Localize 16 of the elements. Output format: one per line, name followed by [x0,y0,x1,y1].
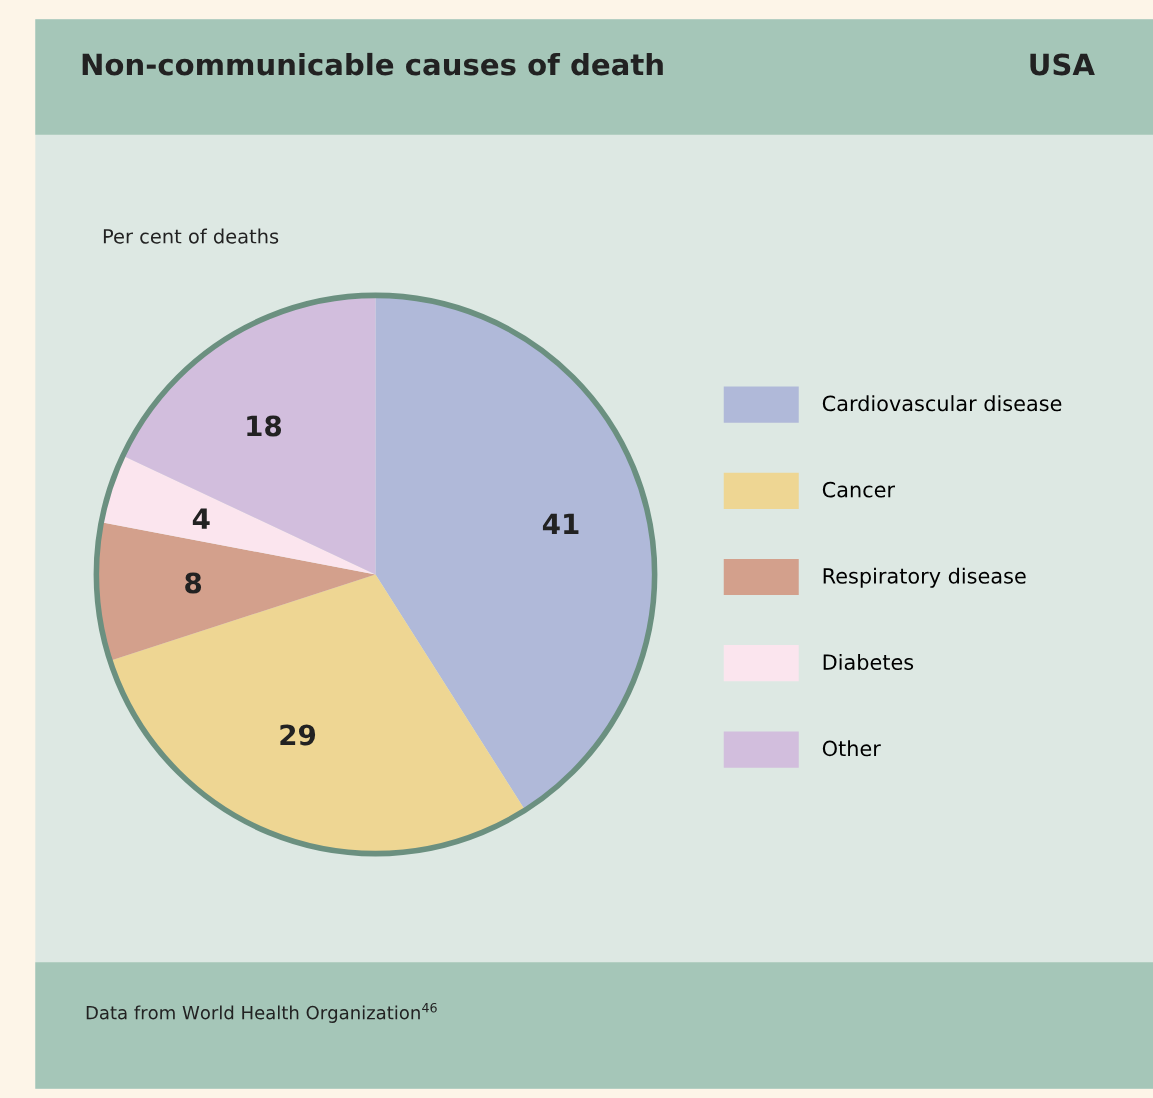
data-label: 4 [192,508,210,529]
text: Per cent of deaths [103,228,279,244]
text: Data from World Health Organization$^{46}$ [86,1002,437,1023]
data-label: 18 [247,415,282,437]
legend-label: Cancer [822,481,896,498]
data-label: 8 [185,572,202,594]
legend-label: Cardiovascular disease [822,395,1062,412]
pie-slice [110,574,526,854]
pie-slice [375,295,655,811]
legend-label: Diabetes [823,653,914,670]
chart-subtitle: USA [1030,53,1095,76]
legend-label: Other [822,740,881,757]
legend-label: Respiratory disease [823,567,1026,588]
data-label: 29 [280,724,316,746]
data-label: 41 [542,513,579,534]
chart-title: Non-communicable causes of death [82,52,663,76]
